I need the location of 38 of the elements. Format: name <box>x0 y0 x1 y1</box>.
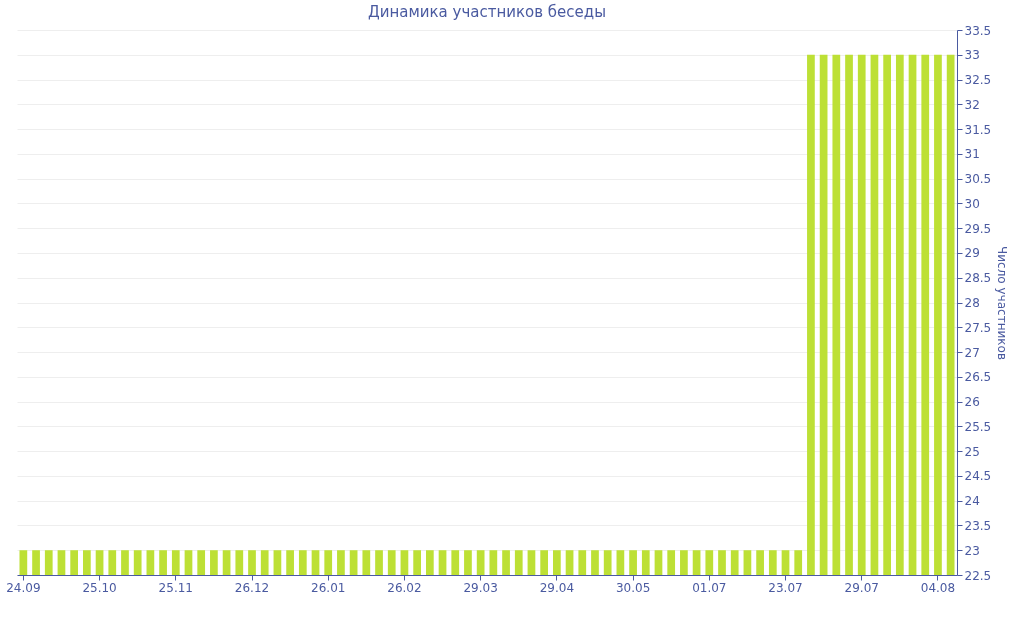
y-axis-title: Число участников <box>995 246 1010 360</box>
x-tick-label: 26.01 <box>311 580 346 595</box>
y-tick-label: 22.5 <box>964 568 992 583</box>
x-tick-label: 29.04 <box>539 580 575 595</box>
x-tick-label: 26.02 <box>387 580 422 595</box>
y-tick-label: 23 <box>964 543 980 558</box>
y-tick-label: 31 <box>964 147 980 162</box>
y-tick-label: 32.5 <box>964 73 992 88</box>
x-tick-label: 01.07 <box>692 580 727 595</box>
x-tick-label: 26.12 <box>234 580 270 595</box>
y-tick-label: 28 <box>964 296 980 310</box>
y-tick-label: 27 <box>964 345 980 360</box>
y-tick-label: 31.5 <box>964 122 992 137</box>
x-tick-label: 25.10 <box>82 580 117 595</box>
y-tick-label: 33 <box>964 48 980 63</box>
y-tick-label: 26 <box>964 395 980 410</box>
x-tick-label: 30.05 <box>615 580 651 595</box>
y-tick-label: 25 <box>964 444 980 459</box>
y-tick-label: 30 <box>964 196 980 211</box>
y-tick-label: 30.5 <box>964 172 992 187</box>
x-tick-label: 04.08 <box>920 580 956 595</box>
x-tick-label: 29.03 <box>463 580 498 595</box>
x-tick-label: 29.07 <box>844 580 879 595</box>
y-tick-label: 23.5 <box>964 518 992 533</box>
y-tick-label: 28.5 <box>964 271 992 286</box>
y-tick-label: 27.5 <box>964 320 992 335</box>
y-tick-label: 29 <box>964 246 980 261</box>
chart-title: Динамика участников беседы <box>367 3 607 21</box>
x-tick-label: 23.07 <box>768 580 803 595</box>
y-tick-label: 29.5 <box>964 221 992 236</box>
y-tick-label: 26.5 <box>964 370 992 385</box>
y-tick-label: 24 <box>964 494 980 509</box>
x-tick-label: 25.11 <box>158 580 193 595</box>
x-tick-label: 24.09 <box>6 580 41 595</box>
y-tick-label: 25.5 <box>964 419 992 434</box>
y-tick-label: 24.5 <box>964 469 992 484</box>
y-tick-label: 33.5 <box>964 23 992 38</box>
y-tick-label: 32 <box>964 97 980 112</box>
